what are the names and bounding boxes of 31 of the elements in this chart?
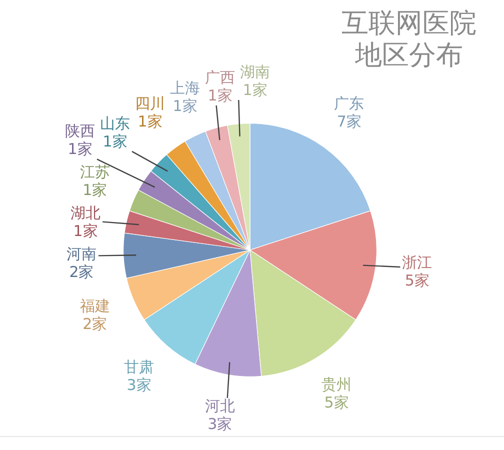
data-label: 1家 (138, 112, 162, 130)
chart-title: 互联网医院地区分布 (340, 8, 478, 72)
slice-label: 广西 (204, 68, 235, 86)
data-label: 5家 (324, 394, 349, 412)
slice-label: 湖南 (240, 62, 270, 81)
data-label: 1家 (102, 132, 128, 150)
slice-label: 河北 (204, 396, 235, 415)
data-label: 3家 (208, 414, 232, 433)
slice-label: 山东 (100, 114, 130, 132)
data-label: 1家 (242, 80, 268, 99)
data-label: 5家 (404, 272, 430, 290)
slice-label: 四川 (134, 94, 165, 112)
slice-label: 福建 (80, 297, 110, 316)
slice-label: 江苏 (80, 163, 110, 182)
data-label: 2家 (69, 263, 94, 282)
slice-label: 湖北 (70, 204, 101, 222)
data-label: 2家 (82, 315, 108, 334)
data-label: 1家 (172, 96, 198, 115)
slice-label: 上海 (170, 78, 200, 97)
slice-label: 贵州 (322, 376, 352, 394)
data-label: 3家 (126, 376, 152, 394)
data-label: 1家 (208, 86, 232, 104)
data-label: 1家 (82, 181, 108, 200)
slice-label: 浙江 (402, 254, 432, 272)
slice-label: 甘肃 (124, 358, 154, 376)
slice-label: 广东 (334, 94, 364, 112)
data-label: 7家 (336, 112, 362, 130)
slice-label: 河南 (66, 245, 96, 264)
data-label: 1家 (68, 140, 92, 158)
slice-label: 陕西 (64, 122, 95, 140)
data-label: 1家 (73, 222, 98, 240)
